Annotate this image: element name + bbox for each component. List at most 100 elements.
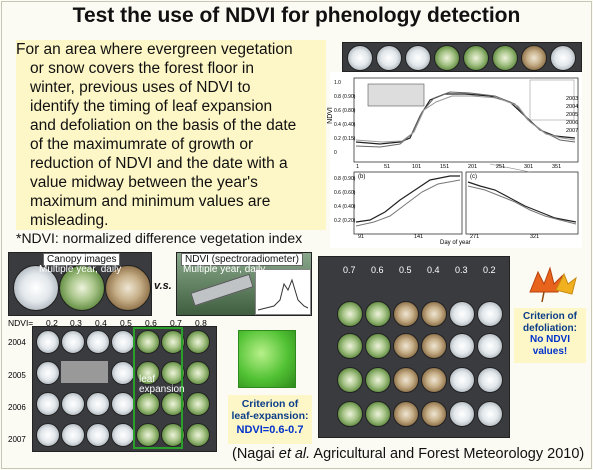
fisheye-photo [86, 330, 110, 354]
fisheye-photo [477, 401, 503, 427]
fisheye-photo [136, 392, 160, 416]
chart-legend-item: 2005 [566, 112, 579, 118]
fisheye-photo [365, 367, 391, 393]
fisheye-photo [337, 301, 363, 327]
chart-ytick: 0.8 (0.90) [334, 176, 356, 182]
chart-ytick: 0.6 (0.80) [334, 108, 356, 114]
ndvi-scale-value: 0.7 [170, 318, 182, 328]
fisheye-photo [449, 301, 475, 327]
chart-xtick: 251 [496, 164, 506, 170]
body-line: and defoliation on the basis of the date [30, 117, 297, 134]
ndvi-chart [330, 72, 582, 248]
chart-xtick: 101 [412, 164, 422, 170]
fisheye-photo [136, 361, 160, 385]
fisheye-photo [111, 423, 135, 447]
instrument-sensor [190, 273, 254, 307]
fisheye-photo [337, 367, 363, 393]
ndvi-scale-value: 0.2 [46, 318, 58, 328]
fisheye-photo [449, 367, 475, 393]
chart-photo-strip [342, 42, 582, 72]
fisheye-photo [393, 333, 419, 359]
chart-ytick: 0.4 (0.40) [334, 122, 356, 128]
fisheye-photo [393, 301, 419, 327]
body-line: winter, previous uses of NDVI to [30, 79, 251, 96]
defol-ndvi-value: 0.2 [483, 265, 496, 275]
fisheye-photo [365, 333, 391, 359]
fisheye-photo [421, 301, 447, 327]
chart-panel-label: (b) [358, 174, 366, 180]
ndvi-scale-value: 0.8 [195, 318, 207, 328]
body-line: of the maximumrate of growth or [30, 136, 254, 153]
fisheye-photo [86, 392, 110, 416]
chart-xtick: 351 [552, 164, 562, 170]
fisheye-photo [393, 367, 419, 393]
criterion-defol-line: Criterion of [523, 311, 577, 322]
spectro-title: NDVI (spectroradiometer) [181, 253, 303, 266]
fisheye-photo [347, 45, 373, 71]
fisheye-photo [86, 423, 110, 447]
body-line: identify the timing of leaf expansion [30, 98, 273, 115]
defol-ndvi-value: 0.5 [399, 265, 412, 275]
green-leaf-photo [238, 330, 296, 388]
body-text: For an area where evergreen vegetation o… [16, 40, 326, 230]
defol-ndvi-value: 0.7 [343, 265, 356, 275]
chart-xtick: 321 [530, 234, 540, 240]
body-line: misleading. [30, 212, 109, 229]
fisheye-photo [550, 45, 576, 71]
ndvi-scale-value: 0.3 [70, 318, 82, 328]
fisheye-photo [421, 401, 447, 427]
defol-ndvi-value: 0.6 [371, 265, 384, 275]
fisheye-photo [463, 45, 489, 71]
fisheye-photo [186, 423, 210, 447]
spectro-subtitle: Multiple year, daily [183, 264, 266, 275]
ndvi-scale-value: 0.4 [95, 318, 107, 328]
fisheye-photo [36, 423, 60, 447]
criterion-defol-line: values! [532, 345, 568, 357]
chart-ytick: 1.0 [334, 80, 341, 86]
fisheye-photo [36, 392, 60, 416]
canopy-images-photo: Canopy images Multiple year, daily [8, 252, 152, 316]
year-label: 2005 [8, 371, 26, 380]
fisheye-photo [36, 361, 60, 385]
leaf-expansion-label: leaf expansion [139, 374, 185, 395]
chart-legend-item: 2006 [566, 120, 579, 126]
leaf-expansion-grid: leaf expansion [32, 326, 217, 452]
chart-ylabel: NDVI [326, 107, 334, 124]
fisheye-photo [13, 265, 59, 311]
spectroradiometer-photo: NDVI (spectroradiometer) Multiple year, … [176, 252, 312, 316]
fisheye-photo [365, 301, 391, 327]
fisheye-photo [136, 330, 160, 354]
chart-xtick: 301 [524, 164, 534, 170]
spectrum-line [257, 278, 309, 311]
fisheye-photo [393, 401, 419, 427]
fisheye-photo [449, 401, 475, 427]
chart-ytick: 0.2 (0.20) [334, 218, 356, 224]
leaf-expansion-highlight [133, 327, 183, 449]
ndvi-scale-value: 0.5 [120, 318, 132, 328]
chart-legend-item: 2003 [566, 96, 579, 102]
chart-panel-label: (c) [470, 174, 477, 180]
autumn-leaf-icon [529, 266, 577, 303]
chart-xlabel: Day of year [440, 240, 471, 246]
chart-ytick: 0 [334, 150, 337, 156]
citation: (Nagai et al. Agricultural and Forest Me… [232, 446, 584, 462]
fisheye-photo [61, 392, 85, 416]
citation-italic: et al. [278, 446, 311, 462]
year-label: 2007 [8, 435, 26, 444]
fisheye-photo [477, 367, 503, 393]
chart-xtick: 1 [356, 164, 360, 170]
defoliation-grid: 0.7 0.6 0.5 0.4 0.3 0.2 [318, 256, 510, 438]
canopy-title: Canopy images [43, 253, 121, 266]
spectrum-plot [255, 269, 311, 315]
body-line: value midway between the year's [30, 174, 258, 191]
fisheye-photo [376, 45, 402, 71]
chart-ytick: 0.2 (0.15) [334, 136, 356, 142]
fisheye-photo [477, 333, 503, 359]
fisheye-photo [111, 330, 135, 354]
canopy-subtitle: Multiple year, daily [39, 264, 122, 275]
fisheye-photo [337, 333, 363, 359]
fisheye-photo [421, 333, 447, 359]
criterion-leaf-expansion: Criterion of leaf-expansion: NDVI=0.6-0.… [228, 395, 312, 444]
criterion-leaf-value: NDVI=0.6-0.7 [236, 424, 304, 436]
